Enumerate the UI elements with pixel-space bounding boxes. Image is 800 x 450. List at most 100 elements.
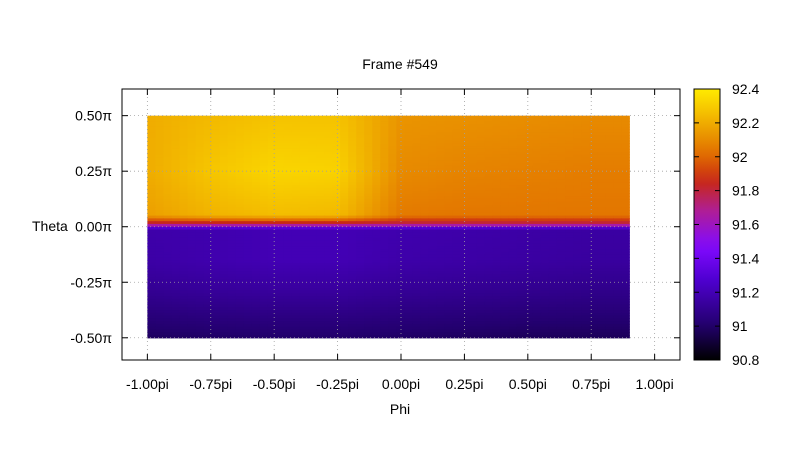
heatmap-cell: [492, 304, 502, 308]
heatmap-cell: [227, 162, 237, 167]
heatmap-cell: [565, 276, 574, 281]
heatmap-cell: [565, 310, 574, 314]
heatmap-cell: [243, 315, 253, 319]
heatmap-cell: [364, 279, 373, 283]
heatmap-cell: [251, 290, 261, 294]
heatmap-cell: [468, 157, 478, 161]
heatmap-cell: [524, 237, 534, 242]
heatmap-cell: [556, 251, 566, 256]
heatmap-cell: [565, 271, 574, 275]
heatmap-cell: [589, 323, 598, 328]
heatmap-cell: [372, 123, 381, 128]
heatmap-cell: [203, 193, 213, 197]
heatmap-cell: [516, 129, 526, 133]
heatmap-cell: [613, 271, 622, 275]
heatmap-cell: [540, 323, 550, 328]
heatmap-cell: [581, 168, 590, 172]
heatmap-cell: [251, 151, 261, 156]
heatmap-cell: [524, 312, 534, 317]
heatmap-cell: [565, 323, 574, 328]
heatmap-cell: [460, 218, 470, 222]
heatmap-cell: [308, 193, 317, 197]
heatmap-cell: [348, 326, 357, 331]
heatmap-cell: [508, 232, 518, 236]
heatmap-cell: [179, 307, 189, 311]
heatmap-cell: [540, 129, 550, 133]
heatmap-cell: [380, 143, 389, 147]
heatmap-cell: [235, 193, 245, 197]
heatmap-cell: [324, 321, 333, 325]
heatmap-cell: [492, 298, 502, 303]
heatmap-cell: [516, 229, 526, 233]
heatmap-cell: [163, 173, 173, 178]
heatmap-cell: [155, 165, 165, 170]
heatmap-cell: [452, 201, 462, 206]
heatmap-cell: [524, 260, 534, 264]
heatmap-cell: [556, 285, 566, 289]
heatmap-cell: [452, 143, 462, 147]
heatmap-cell: [316, 226, 325, 231]
heatmap-cell: [356, 273, 365, 278]
heatmap-cell: [316, 137, 325, 142]
heatmap-cell: [308, 254, 317, 258]
heatmap-cell: [356, 154, 365, 158]
heatmap-cell: [227, 165, 237, 170]
heatmap-cell: [548, 321, 558, 325]
heatmap-cell: [508, 335, 518, 339]
heatmap-cell: [452, 304, 462, 308]
heatmap-cell: [492, 268, 502, 272]
heatmap-cell: [524, 176, 534, 181]
heatmap-cell: [251, 293, 261, 297]
y-axis-label: Theta: [32, 218, 68, 234]
heatmap-cell: [348, 210, 357, 214]
heatmap-cell: [412, 221, 422, 225]
heatmap-cell: [163, 273, 173, 278]
heatmap-cell: [613, 251, 622, 256]
heatmap-cell: [243, 290, 253, 294]
heatmap-cell: [565, 157, 574, 161]
heatmap-cell: [203, 151, 213, 156]
heatmap-cell: [484, 271, 494, 275]
heatmap-cell: [219, 243, 229, 247]
heatmap-cell: [556, 287, 566, 292]
heatmap-cell: [316, 271, 325, 275]
heatmap-cell: [524, 140, 534, 145]
heatmap-cell: [155, 151, 165, 156]
heatmap-cell: [597, 257, 606, 261]
heatmap-cell: [187, 298, 197, 303]
heatmap-cell: [621, 157, 630, 161]
heatmap-cell: [524, 121, 534, 125]
heatmap-cell: [597, 118, 606, 122]
heatmap-cell: [613, 215, 622, 219]
heatmap-cell: [396, 185, 405, 189]
heatmap-cell: [508, 271, 518, 275]
heatmap-cell: [436, 285, 446, 289]
heatmap-cell: [412, 176, 422, 181]
heatmap-cell: [428, 323, 438, 328]
heatmap-cell: [316, 135, 325, 139]
heatmap-cell: [621, 196, 630, 200]
heatmap-cell: [589, 173, 598, 178]
heatmap-cell: [524, 248, 534, 253]
heatmap-cell: [452, 182, 462, 186]
heatmap-cell: [532, 318, 542, 322]
heatmap-cell: [163, 137, 173, 142]
heatmap-cell: [508, 248, 518, 253]
heatmap-cell: [573, 248, 582, 253]
heatmap-cell: [340, 154, 349, 158]
heatmap-cell: [548, 287, 558, 292]
heatmap-cell: [163, 293, 173, 297]
heatmap-cell: [235, 321, 245, 325]
heatmap-cell: [259, 137, 269, 142]
heatmap-cell: [372, 260, 381, 264]
heatmap-cell: [203, 304, 213, 308]
heatmap-cell: [589, 146, 598, 150]
heatmap-cell: [235, 276, 245, 281]
heatmap-cell: [259, 221, 269, 225]
heatmap-cell: [324, 126, 333, 131]
heatmap-cell: [147, 257, 156, 261]
heatmap-cell: [243, 201, 253, 206]
heatmap-cell: [605, 335, 614, 339]
heatmap-cell: [388, 137, 397, 142]
heatmap-cell: [251, 146, 261, 150]
